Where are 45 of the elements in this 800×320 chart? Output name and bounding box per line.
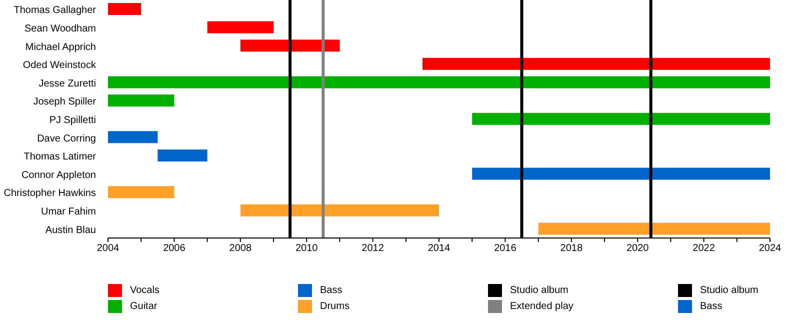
- x-tick-label: 2004: [96, 243, 120, 254]
- y-tick-label: Joseph Spiller: [33, 96, 97, 108]
- bar: [108, 94, 174, 107]
- legend-label: Drums: [320, 300, 350, 312]
- x-tick-label: 2006: [163, 243, 186, 254]
- bar: [108, 131, 158, 144]
- y-tick-label: Thomas Gallagher: [14, 5, 97, 16]
- bar: [422, 58, 770, 70]
- y-tick-label: Umar Fahim: [40, 206, 96, 218]
- y-tick-label: Thomas Latimer: [24, 152, 97, 163]
- bar: [207, 21, 274, 34]
- x-tick-label: 2020: [626, 243, 650, 254]
- legend-label: Extended play: [510, 300, 574, 312]
- bar: [108, 3, 142, 15]
- x-tick-label: 2008: [229, 243, 252, 254]
- legend-label: Bass: [700, 300, 722, 312]
- x-tick-label: 2014: [428, 243, 451, 254]
- bar: [240, 204, 439, 216]
- bar: [472, 112, 770, 125]
- legend-label: Studio album: [700, 284, 758, 296]
- x-tick-label: 2022: [692, 243, 716, 254]
- y-tick-label: PJ Spilletti: [49, 115, 96, 126]
- y-tick-label: Sean Woodham: [24, 23, 96, 34]
- x-tick-label: 2018: [560, 243, 583, 254]
- legend-label: Vocals: [130, 284, 160, 296]
- legend-label: Studio album: [510, 284, 568, 296]
- y-tick-label: Dave Corring: [37, 133, 96, 144]
- x-tick-label: 2016: [494, 243, 517, 254]
- y-tick-label: Connor Appleton: [21, 170, 96, 181]
- y-tick-label: Michael Apprich: [25, 42, 96, 53]
- bar: [472, 168, 770, 180]
- bar: [158, 149, 208, 162]
- y-tick-label: Christopher Hawkins: [4, 188, 96, 200]
- y-tick-label: Austin Blau: [45, 224, 96, 236]
- bar: [108, 76, 770, 88]
- y-tick-label: Jesse Zuretti: [38, 78, 96, 90]
- x-tick-label: 2012: [362, 243, 384, 254]
- legend-label: Bass: [320, 284, 342, 296]
- bar: [240, 40, 340, 52]
- bar: [108, 186, 174, 198]
- legend-label: Guitar: [130, 300, 158, 312]
- y-tick-label: Oded Weinstock: [22, 60, 97, 72]
- x-tick-label: 2024: [758, 243, 782, 254]
- x-tick-label: 2010: [295, 243, 318, 254]
- bar: [538, 222, 770, 235]
